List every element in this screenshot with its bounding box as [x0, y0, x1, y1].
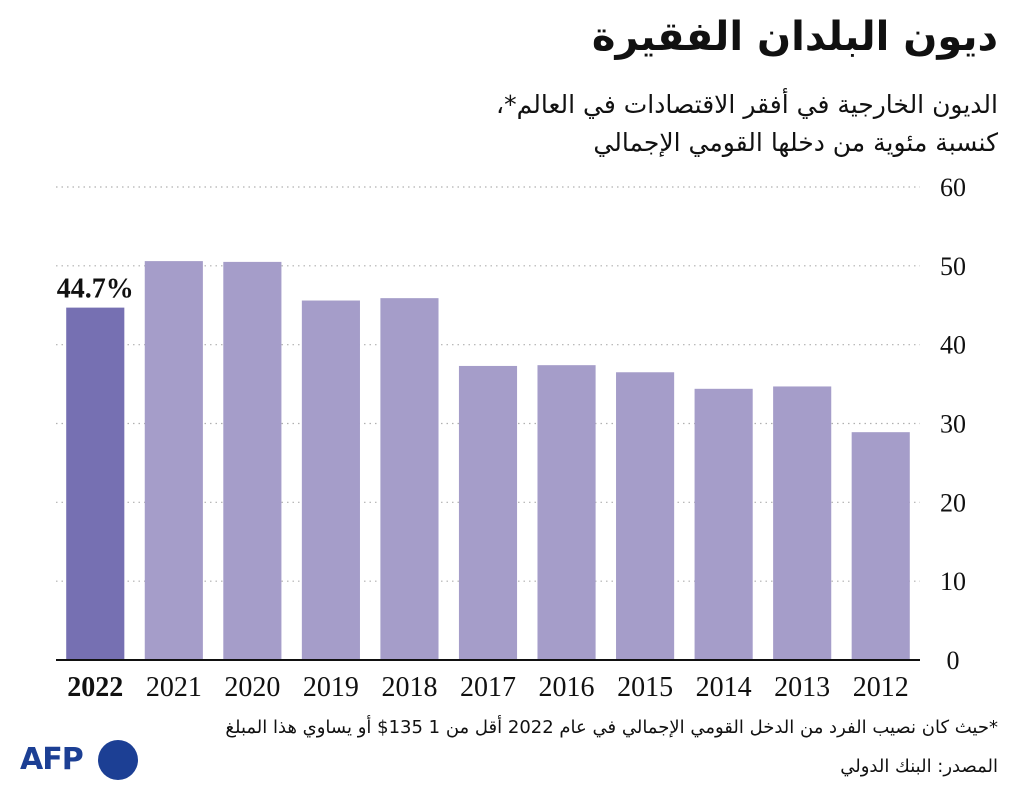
x-tick-label: 2014	[696, 672, 752, 703]
bar-2012	[851, 432, 910, 660]
bar-2018	[380, 298, 439, 660]
x-tick-label: 2016	[539, 672, 595, 703]
bar-2015	[616, 372, 675, 660]
bar-2021	[144, 261, 203, 660]
bar-2016	[537, 365, 596, 660]
bar-2013	[773, 386, 832, 660]
x-tick-label: 2019	[303, 672, 359, 703]
chart-subtitle: الديون الخارجية في أفقر الاقتصادات في ال…	[496, 86, 998, 162]
bar-2019	[301, 300, 360, 660]
bar-2017	[458, 365, 518, 660]
bar-2020	[223, 261, 282, 660]
x-tick-label: 2012	[853, 672, 909, 703]
afp-logo-text: AFP	[20, 742, 84, 777]
bar-2022	[66, 307, 125, 660]
y-tick-label: 30	[940, 410, 966, 439]
subtitle-line-1: الديون الخارجية في أفقر الاقتصادات في ال…	[496, 90, 998, 119]
bar-chart: 0 10 20 30 40 50 60 2022 44.7% 2021 2020 2019 2018 20…	[56, 173, 966, 703]
y-tick-label: 60	[940, 173, 966, 202]
y-tick-label: 20	[940, 488, 966, 517]
y-tick-label: 10	[940, 567, 966, 596]
chart-title: ديون البلدان الفقيرة	[591, 14, 998, 60]
bar-2014	[694, 388, 753, 660]
afp-logo: AFP	[20, 738, 138, 782]
x-tick-label: 2017	[460, 672, 516, 703]
data-label-2022: 44.7%	[57, 274, 134, 305]
y-tick-label: 0	[947, 646, 960, 675]
source-note: المصدر: البنك الدولي	[840, 756, 998, 777]
y-tick-label: 50	[940, 252, 966, 281]
x-tick-label: 2013	[774, 672, 830, 703]
afp-logo-dot	[98, 740, 138, 780]
x-tick-label: 2018	[381, 672, 437, 703]
x-tick-label: 2021	[146, 672, 202, 703]
subtitle-line-2: كنسبة مئوية من دخلها القومي الإجمالي	[593, 128, 998, 157]
x-tick-label: 2015	[617, 672, 673, 703]
y-tick-label: 40	[940, 331, 966, 360]
x-tick-label: 2020	[224, 672, 280, 703]
footnote: *حيث كان نصيب الفرد من الدخل القومي الإج…	[225, 717, 998, 738]
x-tick-label: 2022	[67, 672, 123, 703]
